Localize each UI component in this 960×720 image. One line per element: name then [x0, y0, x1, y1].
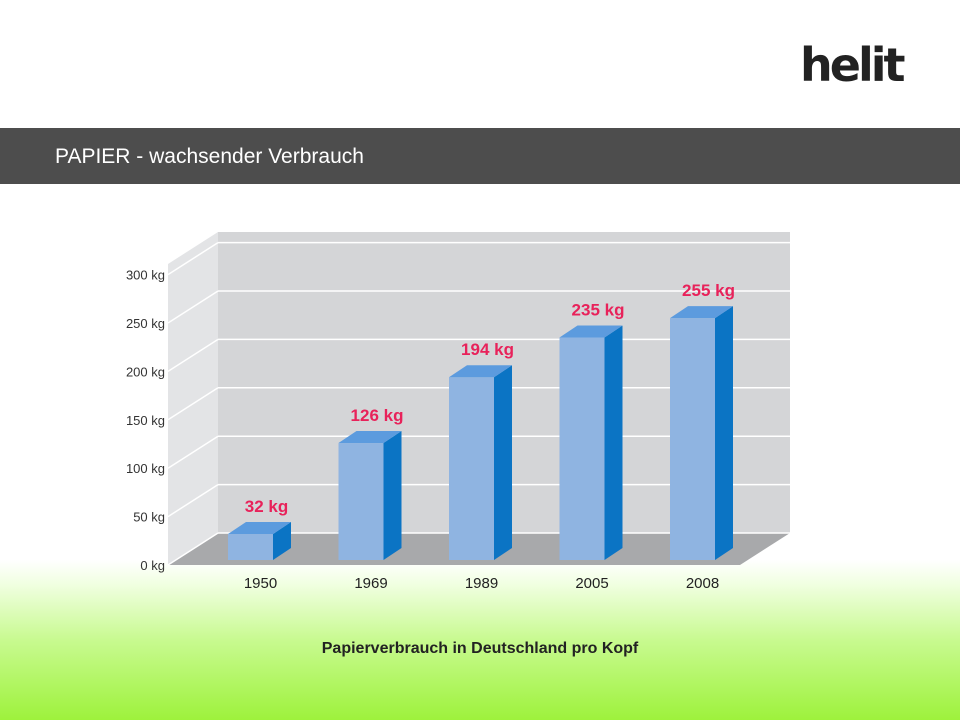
y-tick-label: 250 kg: [126, 316, 165, 331]
y-axis-ticks: 0 kg 50 kg 100 kg 150 kg 200 kg 250 kg 300 kg: [126, 268, 165, 573]
bar-front: [338, 443, 384, 560]
chart-bars: 32 kg 126 kg 194 kg 235 kg 255 kg: [228, 281, 735, 560]
bar-top: [670, 306, 733, 319]
bar-side: [604, 325, 623, 560]
bar-front: [559, 337, 605, 560]
bar-top: [449, 365, 512, 378]
x-tick-label: 1989: [465, 575, 498, 592]
bar-value-label: 194 kg: [461, 340, 514, 359]
bar-top: [228, 522, 291, 535]
bar-value-label: 126 kg: [351, 406, 404, 425]
y-tick-label: 100 kg: [126, 461, 165, 476]
bar: 235 kg: [559, 301, 625, 560]
bar-value-label: 235 kg: [572, 301, 625, 320]
bar-side: [383, 431, 402, 560]
bar-front: [670, 318, 715, 560]
gridline-side: [167, 532, 219, 566]
bar: 126 kg: [338, 406, 404, 560]
page-title: PAPIER - wachsender Verbrauch: [55, 145, 364, 168]
bar: 255 kg: [670, 281, 735, 560]
helit-logo: helit: [800, 38, 905, 92]
bar: 32 kg: [228, 497, 291, 560]
bar-front: [228, 534, 273, 560]
side-wall: [168, 232, 218, 565]
gridline-side: [167, 241, 219, 276]
title-bar: PAPIER - wachsender Verbrauch: [0, 128, 960, 184]
gridline-side: [167, 435, 219, 469]
x-tick-label: 2005: [575, 575, 608, 592]
bar-top: [338, 431, 402, 444]
chart-caption: Papierverbrauch in Deutschland pro Kopf: [321, 640, 639, 657]
bar-side: [273, 522, 291, 560]
y-tick-label: 0 kg: [140, 558, 165, 573]
gridline-side: [167, 483, 219, 518]
bar-side: [494, 365, 512, 560]
bar-value-label: 32 kg: [245, 497, 288, 516]
y-tick-label: 300 kg: [126, 268, 165, 283]
x-tick-label: 1969: [354, 575, 387, 592]
bar-side: [715, 306, 733, 560]
x-tick-label: 1950: [244, 575, 277, 592]
gridline-side: [167, 338, 219, 373]
y-tick-label: 150 kg: [126, 413, 165, 428]
bar-top: [559, 325, 623, 338]
gridline-side: [167, 290, 219, 324]
gridline-side: [167, 387, 219, 421]
x-tick-label: 2008: [686, 575, 719, 592]
bar-front: [449, 377, 494, 560]
x-axis-ticks: 1950 1969 1989 2005 2008: [244, 575, 719, 592]
y-tick-label: 200 kg: [126, 364, 165, 379]
y-tick-label: 50 kg: [133, 510, 165, 525]
bar-value-label: 255 kg: [682, 281, 735, 300]
bar: 194 kg: [449, 340, 514, 560]
